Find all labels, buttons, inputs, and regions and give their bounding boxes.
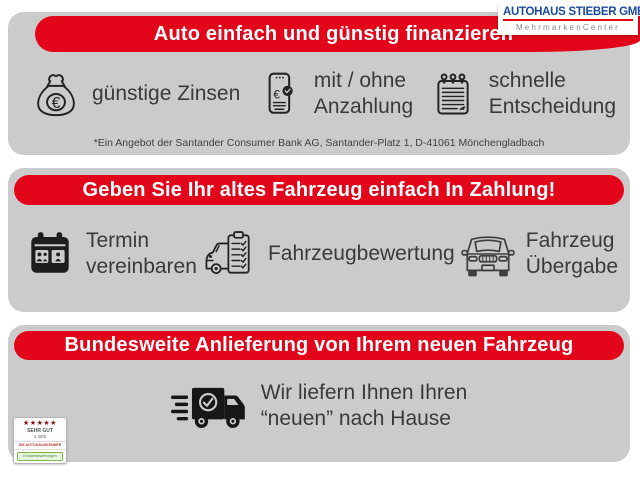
feature-uebergabe: Fahrzeug Übergabe [460,228,618,279]
money-bag-euro-icon: € [30,68,82,120]
tradein-feature-row: Termin vereinbaren [24,218,618,290]
delivery-feature-row: Wir liefern Ihnen Ihren “neuen” nach Hau… [8,369,630,443]
delivery-truck-icon [170,377,251,435]
feature-anzahlung: € mit / ohne Anzahlung [254,66,413,122]
tradein-banner-text: Geben Sie Ihr altes Fahrzeug einfach In … [82,178,556,201]
tradein-banner: Geben Sie Ihr altes Fahrzeug einfach In … [14,175,624,205]
finance-disclaimer: *Ein Angebot der Santander Consumer Bank… [93,137,545,149]
logo-red-rule [503,19,633,21]
feature-bewertung: Fahrzeugbewertung [202,228,455,280]
rating-footer: Kundenbewertungen [17,452,63,462]
tradein-section: Geben Sie Ihr altes Fahrzeug einfach In … [8,168,630,312]
rating-brand: DIE AUTOHAUSKENNER [14,441,66,451]
feature-lieferung-label: Wir liefern Ihnen Ihren “neuen” nach Hau… [260,381,468,430]
notepad-icon [427,68,479,120]
suv-front-icon [460,229,516,279]
rating-score: 4,40/5 [33,433,47,439]
rating-grade: SEHR GUT [27,427,53,434]
feature-zinsen-label: günstige Zinsen [92,82,241,106]
feature-termin-label: Termin vereinbaren [86,229,197,278]
dealer-subtitle: MehrmarkenCenter [515,23,621,32]
delivery-banner-text: Bundesweite Anlieferung von Ihrem neuen … [64,334,574,356]
dealer-name: AUTOHAUS STIEBER GMBH [503,6,640,18]
feature-anzahlung-label: mit / ohne Anzahlung [313,69,414,118]
svg-text:€: € [273,89,280,102]
feature-uebergabe-label: Fahrzeug Übergabe [525,229,618,278]
feature-termin: Termin vereinbaren [24,228,197,280]
rating-seal[interactable]: ★★★★★ SEHR GUT 4,40/5 DIE AUTOHAUSKENNER… [13,417,67,465]
calendar-appointment-icon [24,228,76,280]
delivery-section: Bundesweite Anlieferung von Ihrem neuen … [8,325,630,462]
finance-feature-row: € günstige Zinsen € mit / ohne [30,60,616,128]
delivery-banner: Bundesweite Anlieferung von Ihrem neuen … [14,331,624,360]
dealer-logo: AUTOHAUS STIEBER GMBH MehrmarkenCenter [498,3,640,35]
feature-entscheidung-label: schnelle Entscheidung [488,69,616,118]
feature-lieferung: Wir liefern Ihnen Ihren “neuen” nach Hau… [170,377,468,435]
car-checklist-icon [202,228,258,280]
smartphone-euro-icon: € [254,66,304,122]
feature-entscheidung: schnelle Entscheidung [427,68,616,120]
feature-bewertung-label: Fahrzeugbewertung [267,242,455,266]
finance-banner-text: Auto einfach und günstig finanzieren* [153,22,522,45]
rating-stars: ★★★★★ [23,420,57,427]
svg-text:€: € [52,95,61,112]
feature-zinsen: € günstige Zinsen [30,68,240,120]
